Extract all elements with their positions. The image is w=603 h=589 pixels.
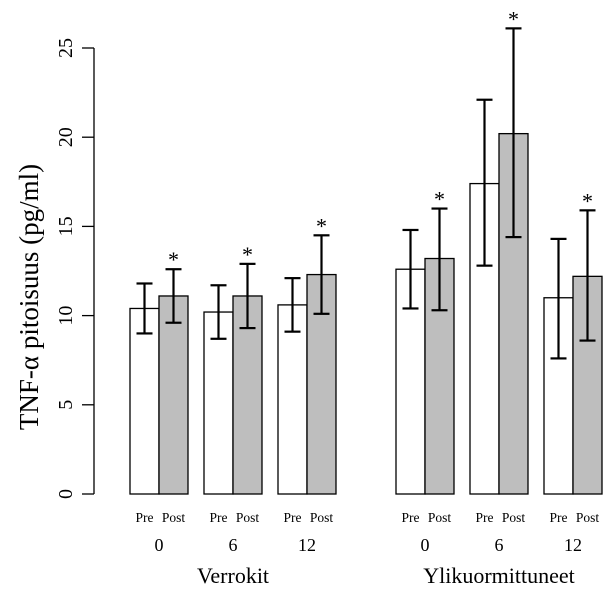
bar-pre <box>277 304 308 495</box>
phase-label-pre: Pre <box>136 510 154 525</box>
y-axis-title: TNF-α pitoisuus (pg/ml) <box>14 164 44 430</box>
y-tick-label: 25 <box>55 38 77 58</box>
significance-marker: * <box>242 242 253 267</box>
phase-label-pre: Pre <box>476 510 494 525</box>
phase-label-pre: Pre <box>402 510 420 525</box>
y-ticks: 0 5 10 15 20 25 <box>55 38 94 499</box>
y-tick-label: 15 <box>55 216 77 236</box>
significance-marker: * <box>434 187 445 212</box>
timepoint-label: 12 <box>298 535 316 555</box>
phase-label-post: Post <box>310 510 334 525</box>
timepoint-label: 0 <box>421 535 430 555</box>
significance-marker: * <box>168 247 179 272</box>
timepoint-label: 6 <box>495 535 504 555</box>
phase-label-pre: Pre <box>210 510 228 525</box>
timepoint-label: 6 <box>229 535 238 555</box>
timepoint-label: 0 <box>155 535 164 555</box>
bar-pre <box>129 307 160 495</box>
y-tick-label: 5 <box>55 400 77 410</box>
group-label: Ylikuormittuneet <box>423 563 575 588</box>
phase-label-pre: Pre <box>550 510 568 525</box>
significance-marker: * <box>316 213 327 238</box>
bar-post <box>158 295 189 495</box>
phase-label-post: Post <box>162 510 186 525</box>
significance-marker: * <box>508 6 519 31</box>
timepoint-label: 12 <box>564 535 582 555</box>
phase-label-post: Post <box>502 510 526 525</box>
bars: * * * * * * <box>129 6 603 495</box>
y-tick-label: 20 <box>55 127 77 147</box>
phase-label-post: Post <box>576 510 600 525</box>
group-label: Verrokit <box>197 563 269 588</box>
y-tick-label: 0 <box>55 489 77 499</box>
phase-label-post: Post <box>428 510 452 525</box>
phase-label-post: Post <box>236 510 260 525</box>
significance-marker: * <box>582 188 593 213</box>
bar-post <box>306 273 337 495</box>
y-axis: 0 5 10 15 20 25 <box>55 38 95 499</box>
y-tick-label: 10 <box>55 306 77 326</box>
phase-label-pre: Pre <box>284 510 302 525</box>
